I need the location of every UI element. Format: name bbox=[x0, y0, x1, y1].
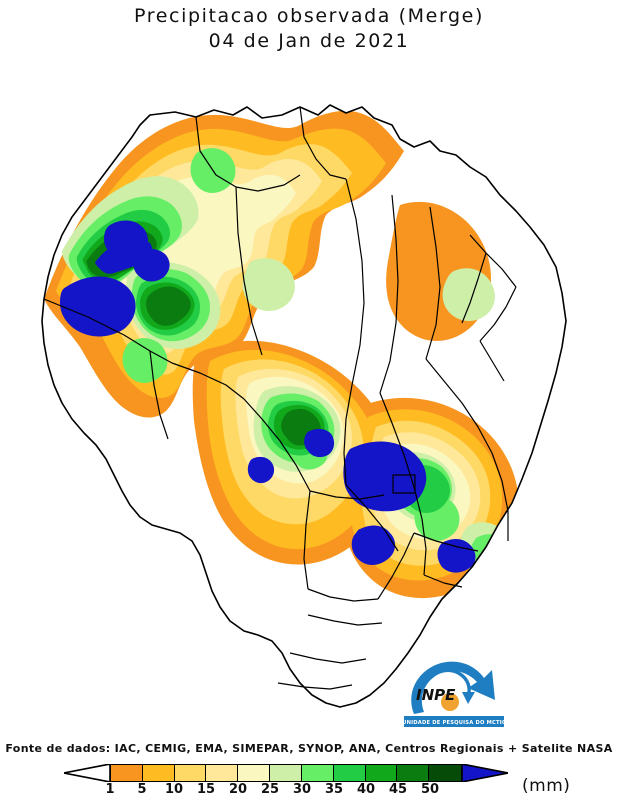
colorbar-tick-10: 10 bbox=[164, 782, 184, 797]
rain-class-over-50 bbox=[60, 220, 476, 573]
colorbar-bands bbox=[110, 764, 462, 782]
colorbar-tick-35: 35 bbox=[324, 782, 344, 797]
colorbar-under-arrow bbox=[64, 764, 110, 782]
colorbar-band-5 bbox=[270, 765, 302, 781]
colorbar-tick-1: 1 bbox=[105, 782, 115, 797]
inpe-wordmark: INPE bbox=[416, 686, 456, 704]
colorbar-unit-label: (mm) bbox=[522, 776, 571, 796]
colorbar-legend: 1 5 10 15 20 25 30 35 40 45 50 (mm) bbox=[0, 762, 618, 800]
state-borders bbox=[43, 106, 517, 690]
rainfall-field bbox=[42, 105, 566, 707]
colorbar-over-arrow bbox=[462, 764, 508, 782]
colorbar-band-10 bbox=[429, 765, 461, 781]
colorbar-tick-15: 15 bbox=[196, 782, 216, 797]
map-canvas bbox=[41, 104, 567, 708]
page-title: Precipitacao observada (Merge) 04 de Jan… bbox=[0, 4, 618, 54]
colorbar-band-0 bbox=[111, 765, 143, 781]
colorbar-band-6 bbox=[301, 765, 334, 781]
colorbar-band-9 bbox=[397, 765, 430, 781]
inpe-logo-graphic: INPE UNIDADE DE PESQUISA DO MCTIC bbox=[402, 661, 506, 727]
colorbar-wrap: 1 5 10 15 20 25 30 35 40 45 50 (mm) bbox=[64, 762, 570, 800]
brazil-outline bbox=[41, 104, 567, 708]
colorbar-tick-25: 25 bbox=[260, 782, 280, 797]
inpe-inner-arrow-icon bbox=[422, 668, 471, 697]
colorbar-band-2 bbox=[174, 765, 207, 781]
colorbar-tick-45: 45 bbox=[388, 782, 408, 797]
title-line-2: 04 de Jan de 2021 bbox=[208, 30, 410, 52]
colorbar-band-7 bbox=[333, 765, 366, 781]
colorbar-tick-20: 20 bbox=[228, 782, 248, 797]
colorbar-band-3 bbox=[206, 765, 239, 781]
colorbar-band-4 bbox=[238, 765, 271, 781]
title-line-1: Precipitacao observada (Merge) bbox=[134, 5, 484, 27]
colorbar-tick-30: 30 bbox=[292, 782, 312, 797]
data-source-text: Fonte de dados: IAC, CEMIG, EMA, SIMEPAR… bbox=[5, 742, 613, 755]
colorbar-band-1 bbox=[142, 765, 175, 781]
colorbar-band-8 bbox=[365, 765, 398, 781]
inpe-globe-icon bbox=[441, 693, 459, 711]
colorbar-tick-50: 50 bbox=[420, 782, 440, 797]
colorbar-tick-40: 40 bbox=[356, 782, 376, 797]
inpe-logo: INPE UNIDADE DE PESQUISA DO MCTIC bbox=[398, 652, 510, 734]
colorbar-tick-5: 5 bbox=[137, 782, 147, 797]
inpe-banner-bg bbox=[404, 716, 504, 727]
precipitation-map bbox=[0, 55, 618, 735]
inpe-inner-arrowhead-icon bbox=[462, 692, 475, 704]
inpe-banner-text: UNIDADE DE PESQUISA DO MCTIC bbox=[402, 720, 506, 726]
colorbar-ticks: 1 5 10 15 20 25 30 35 40 45 50 bbox=[105, 782, 462, 798]
